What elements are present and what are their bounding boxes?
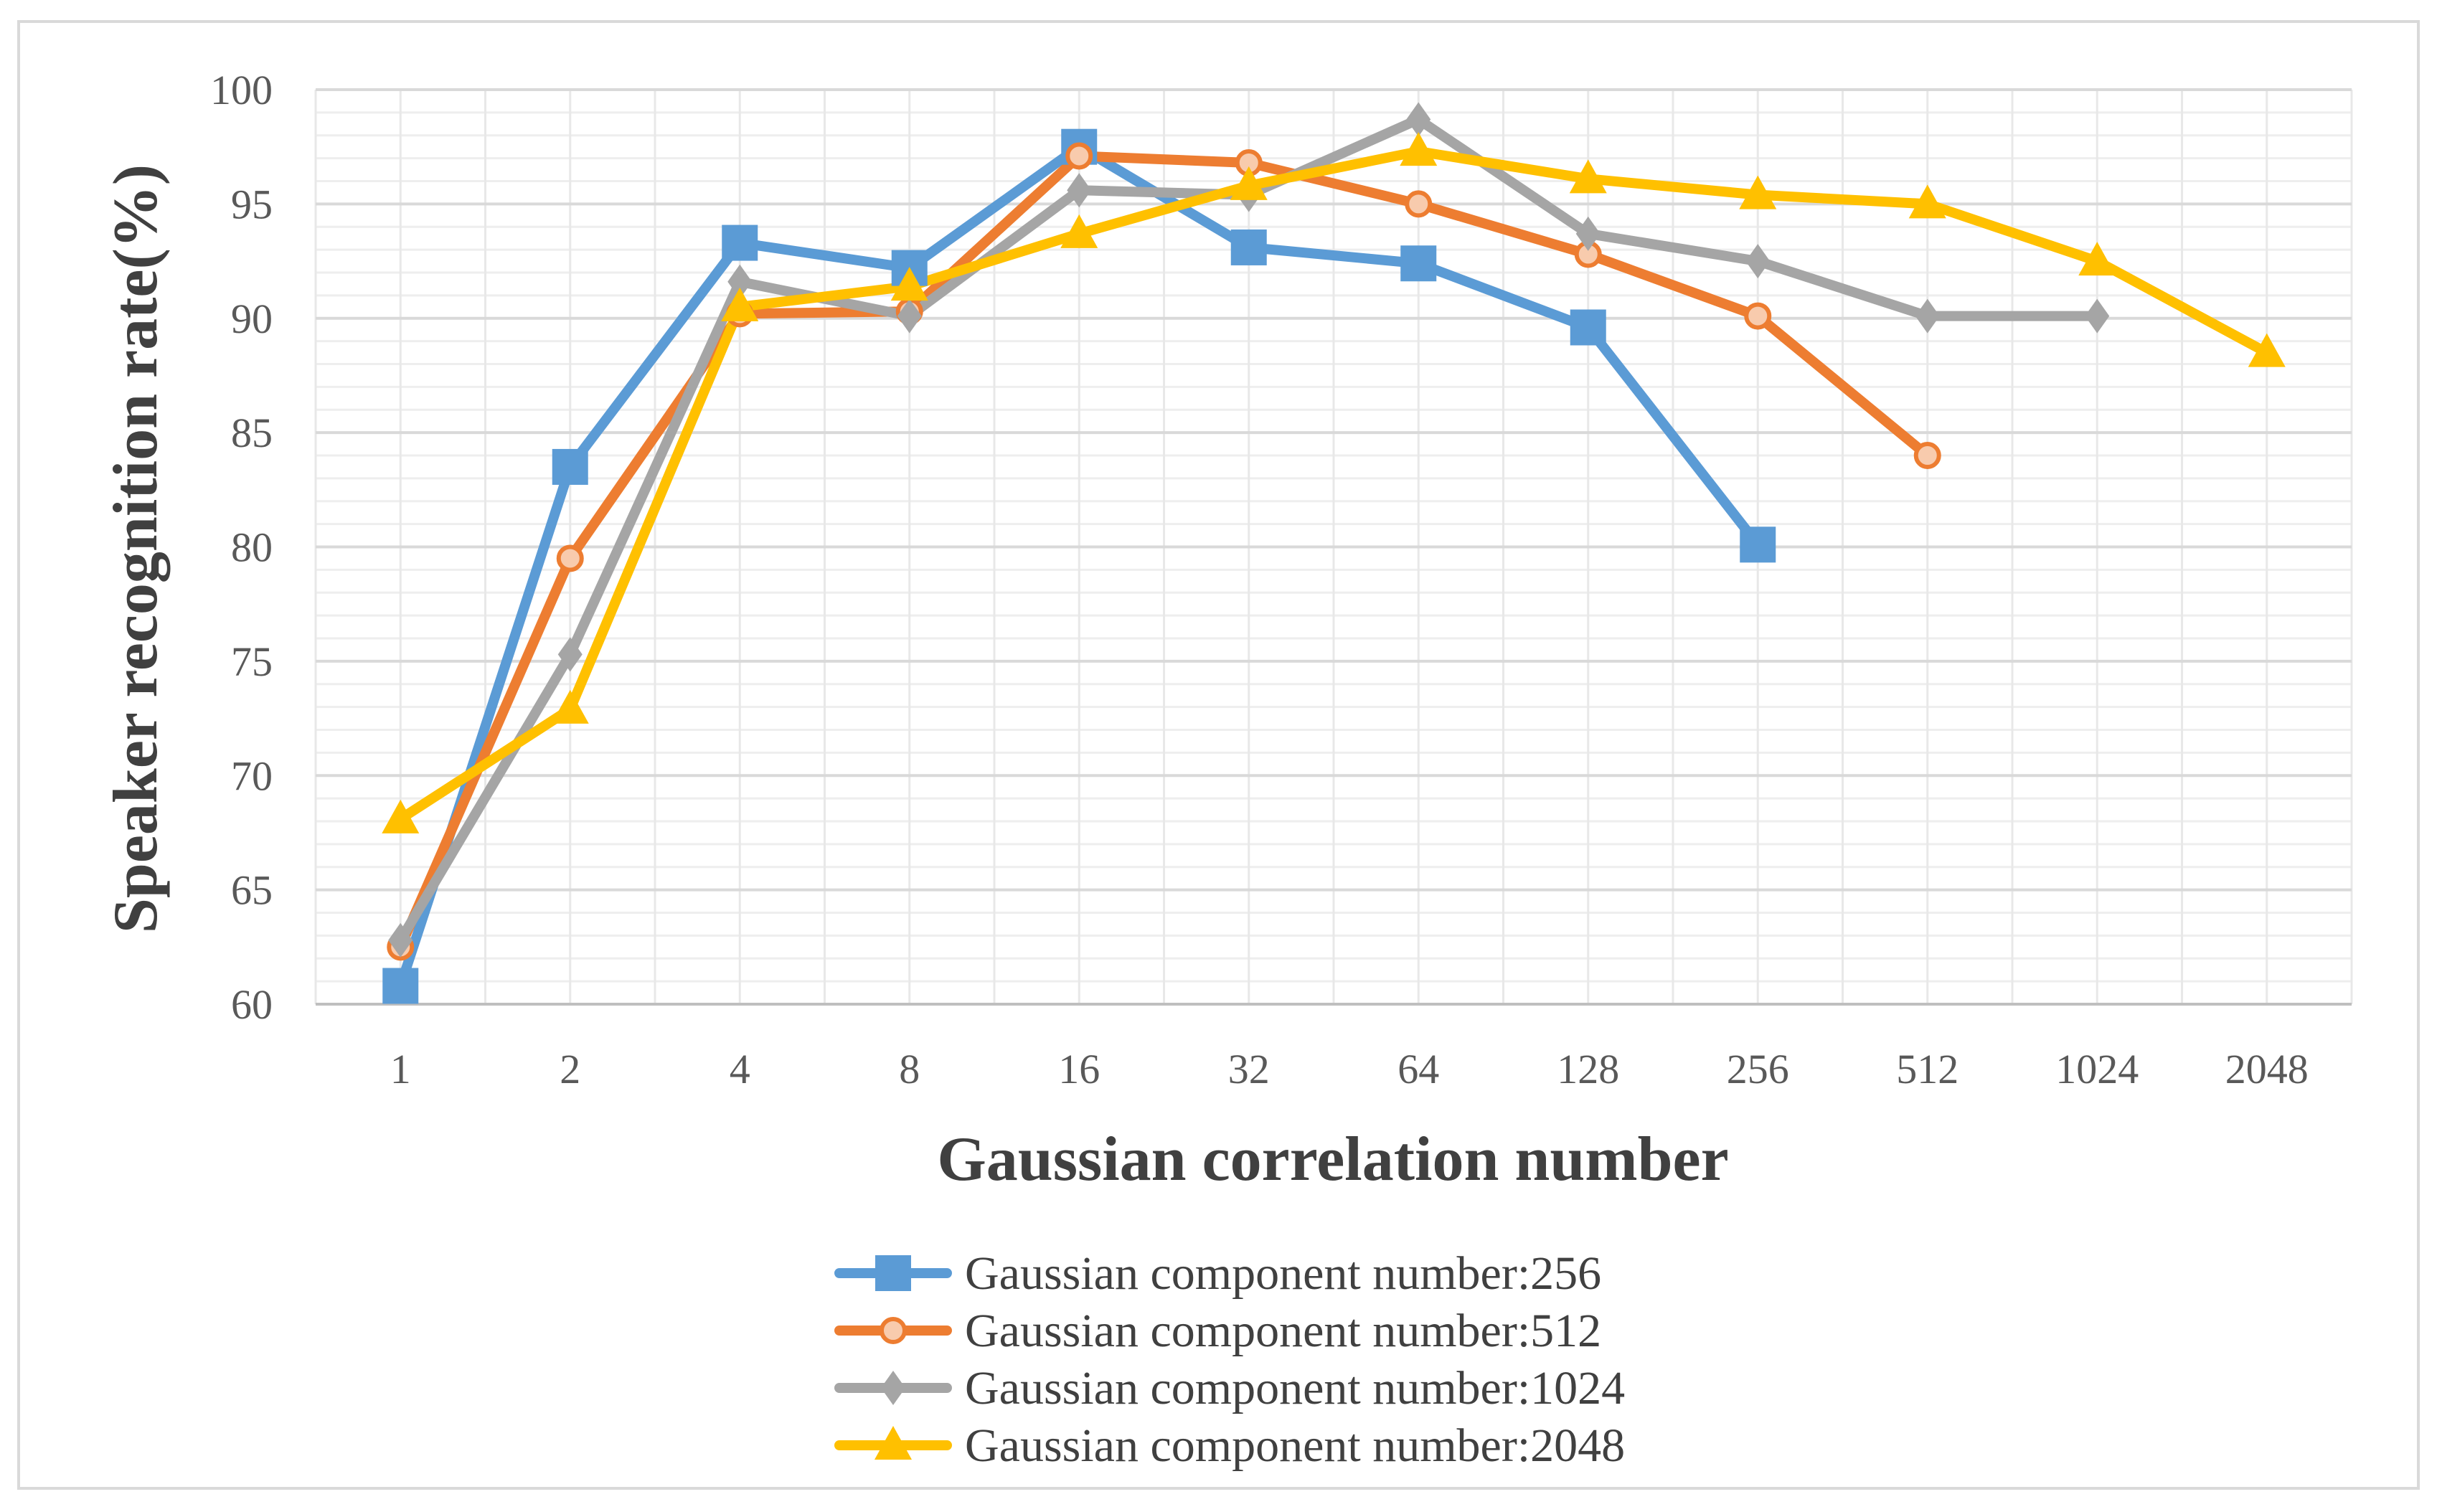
data-point-series-4 xyxy=(1230,166,1268,200)
data-point-series-3 xyxy=(1067,173,1092,208)
x-tick-label: 1024 xyxy=(2055,1046,2139,1092)
data-point-series-3 xyxy=(897,298,922,334)
data-point-series-1 xyxy=(382,968,419,1004)
y-axis-title: Speaker recognition rate(%) xyxy=(101,164,171,933)
x-tick-label: 2048 xyxy=(2225,1046,2309,1092)
legend-marker-1 xyxy=(875,1255,911,1291)
y-tick-label: 100 xyxy=(210,67,273,113)
chart-outer-border xyxy=(17,20,2420,1490)
data-point-series-1 xyxy=(1570,309,1606,346)
y-tick-label: 90 xyxy=(231,296,273,342)
y-tick-label: 70 xyxy=(231,752,273,799)
data-point-series-2 xyxy=(1913,442,1941,469)
data-point-series-4 xyxy=(1908,184,1946,219)
data-point-series-1 xyxy=(722,225,758,261)
data-point-series-2 xyxy=(1405,190,1433,218)
y-tick-label: 65 xyxy=(231,867,273,914)
y-tick-label: 80 xyxy=(231,524,273,571)
x-tick-label: 8 xyxy=(899,1046,920,1092)
x-tick-label: 128 xyxy=(1557,1046,1619,1092)
legend-marker-4 xyxy=(875,1426,912,1460)
data-point-series-4 xyxy=(1569,159,1607,194)
tick-labels: 60 65 70 75 80 85 90 95 100 1 2 4 8 16 32 64 128 256 512 10… xyxy=(210,67,2309,1092)
x-tick-label: 512 xyxy=(1896,1046,1958,1092)
data-point-series-3 xyxy=(1406,102,1431,137)
data-point-series-3 xyxy=(727,264,753,299)
data-point-series-1 xyxy=(1400,245,1437,282)
x-tick-label: 16 xyxy=(1058,1046,1100,1092)
legend-label-1: Gaussian component number:256 xyxy=(965,1247,1601,1300)
data-point-series-3 xyxy=(1745,244,1771,279)
legend-label-3: Gaussian component number:1024 xyxy=(965,1362,1625,1414)
data-point-series-4 xyxy=(890,267,928,301)
series-line-2 xyxy=(395,151,1933,953)
series-markers xyxy=(382,102,2286,1004)
series-line-4 xyxy=(395,146,2272,824)
data-point-series-4 xyxy=(721,287,759,321)
data-point-series-2 xyxy=(556,544,584,572)
data-point-series-3 xyxy=(388,922,413,958)
x-tick-label: 4 xyxy=(730,1046,750,1092)
legend-label-4: Gaussian component number:2048 xyxy=(965,1419,1625,1472)
y-tick-label: 60 xyxy=(231,981,273,1028)
legend-marker-2 xyxy=(880,1317,907,1344)
data-point-series-4 xyxy=(551,689,589,724)
x-tick-label: 2 xyxy=(560,1046,580,1092)
x-tick-label: 256 xyxy=(1727,1046,1789,1092)
data-point-series-1 xyxy=(1740,526,1776,563)
data-point-series-4 xyxy=(2078,242,2116,276)
data-point-series-4 xyxy=(1400,132,1438,166)
legend-marker-3 xyxy=(881,1371,905,1405)
data-point-series-3 xyxy=(1915,298,1940,334)
y-tick-label: 85 xyxy=(231,410,273,456)
data-point-series-3 xyxy=(2085,298,2110,334)
x-tick-label: 64 xyxy=(1397,1046,1439,1092)
data-point-series-4 xyxy=(2248,333,2286,367)
legend-label-2: Gaussian component number:512 xyxy=(965,1305,1601,1357)
gridlines xyxy=(314,88,2353,1006)
data-point-series-1 xyxy=(1230,229,1267,265)
data-point-series-4 xyxy=(382,799,420,833)
data-point-series-1 xyxy=(552,448,588,485)
x-tick-label: 32 xyxy=(1228,1046,1270,1092)
y-tick-label: 95 xyxy=(231,181,273,227)
x-axis-title: Gaussian correlation number xyxy=(937,1125,1728,1194)
data-point-series-2 xyxy=(1744,302,1772,330)
data-point-series-4 xyxy=(1739,175,1777,209)
y-tick-label: 75 xyxy=(231,638,273,685)
x-tick-label: 1 xyxy=(390,1046,411,1092)
data-point-series-3 xyxy=(557,637,583,672)
data-point-series-2 xyxy=(1065,142,1093,170)
data-point-series-4 xyxy=(1060,214,1098,248)
data-point-series-3 xyxy=(1575,216,1601,251)
